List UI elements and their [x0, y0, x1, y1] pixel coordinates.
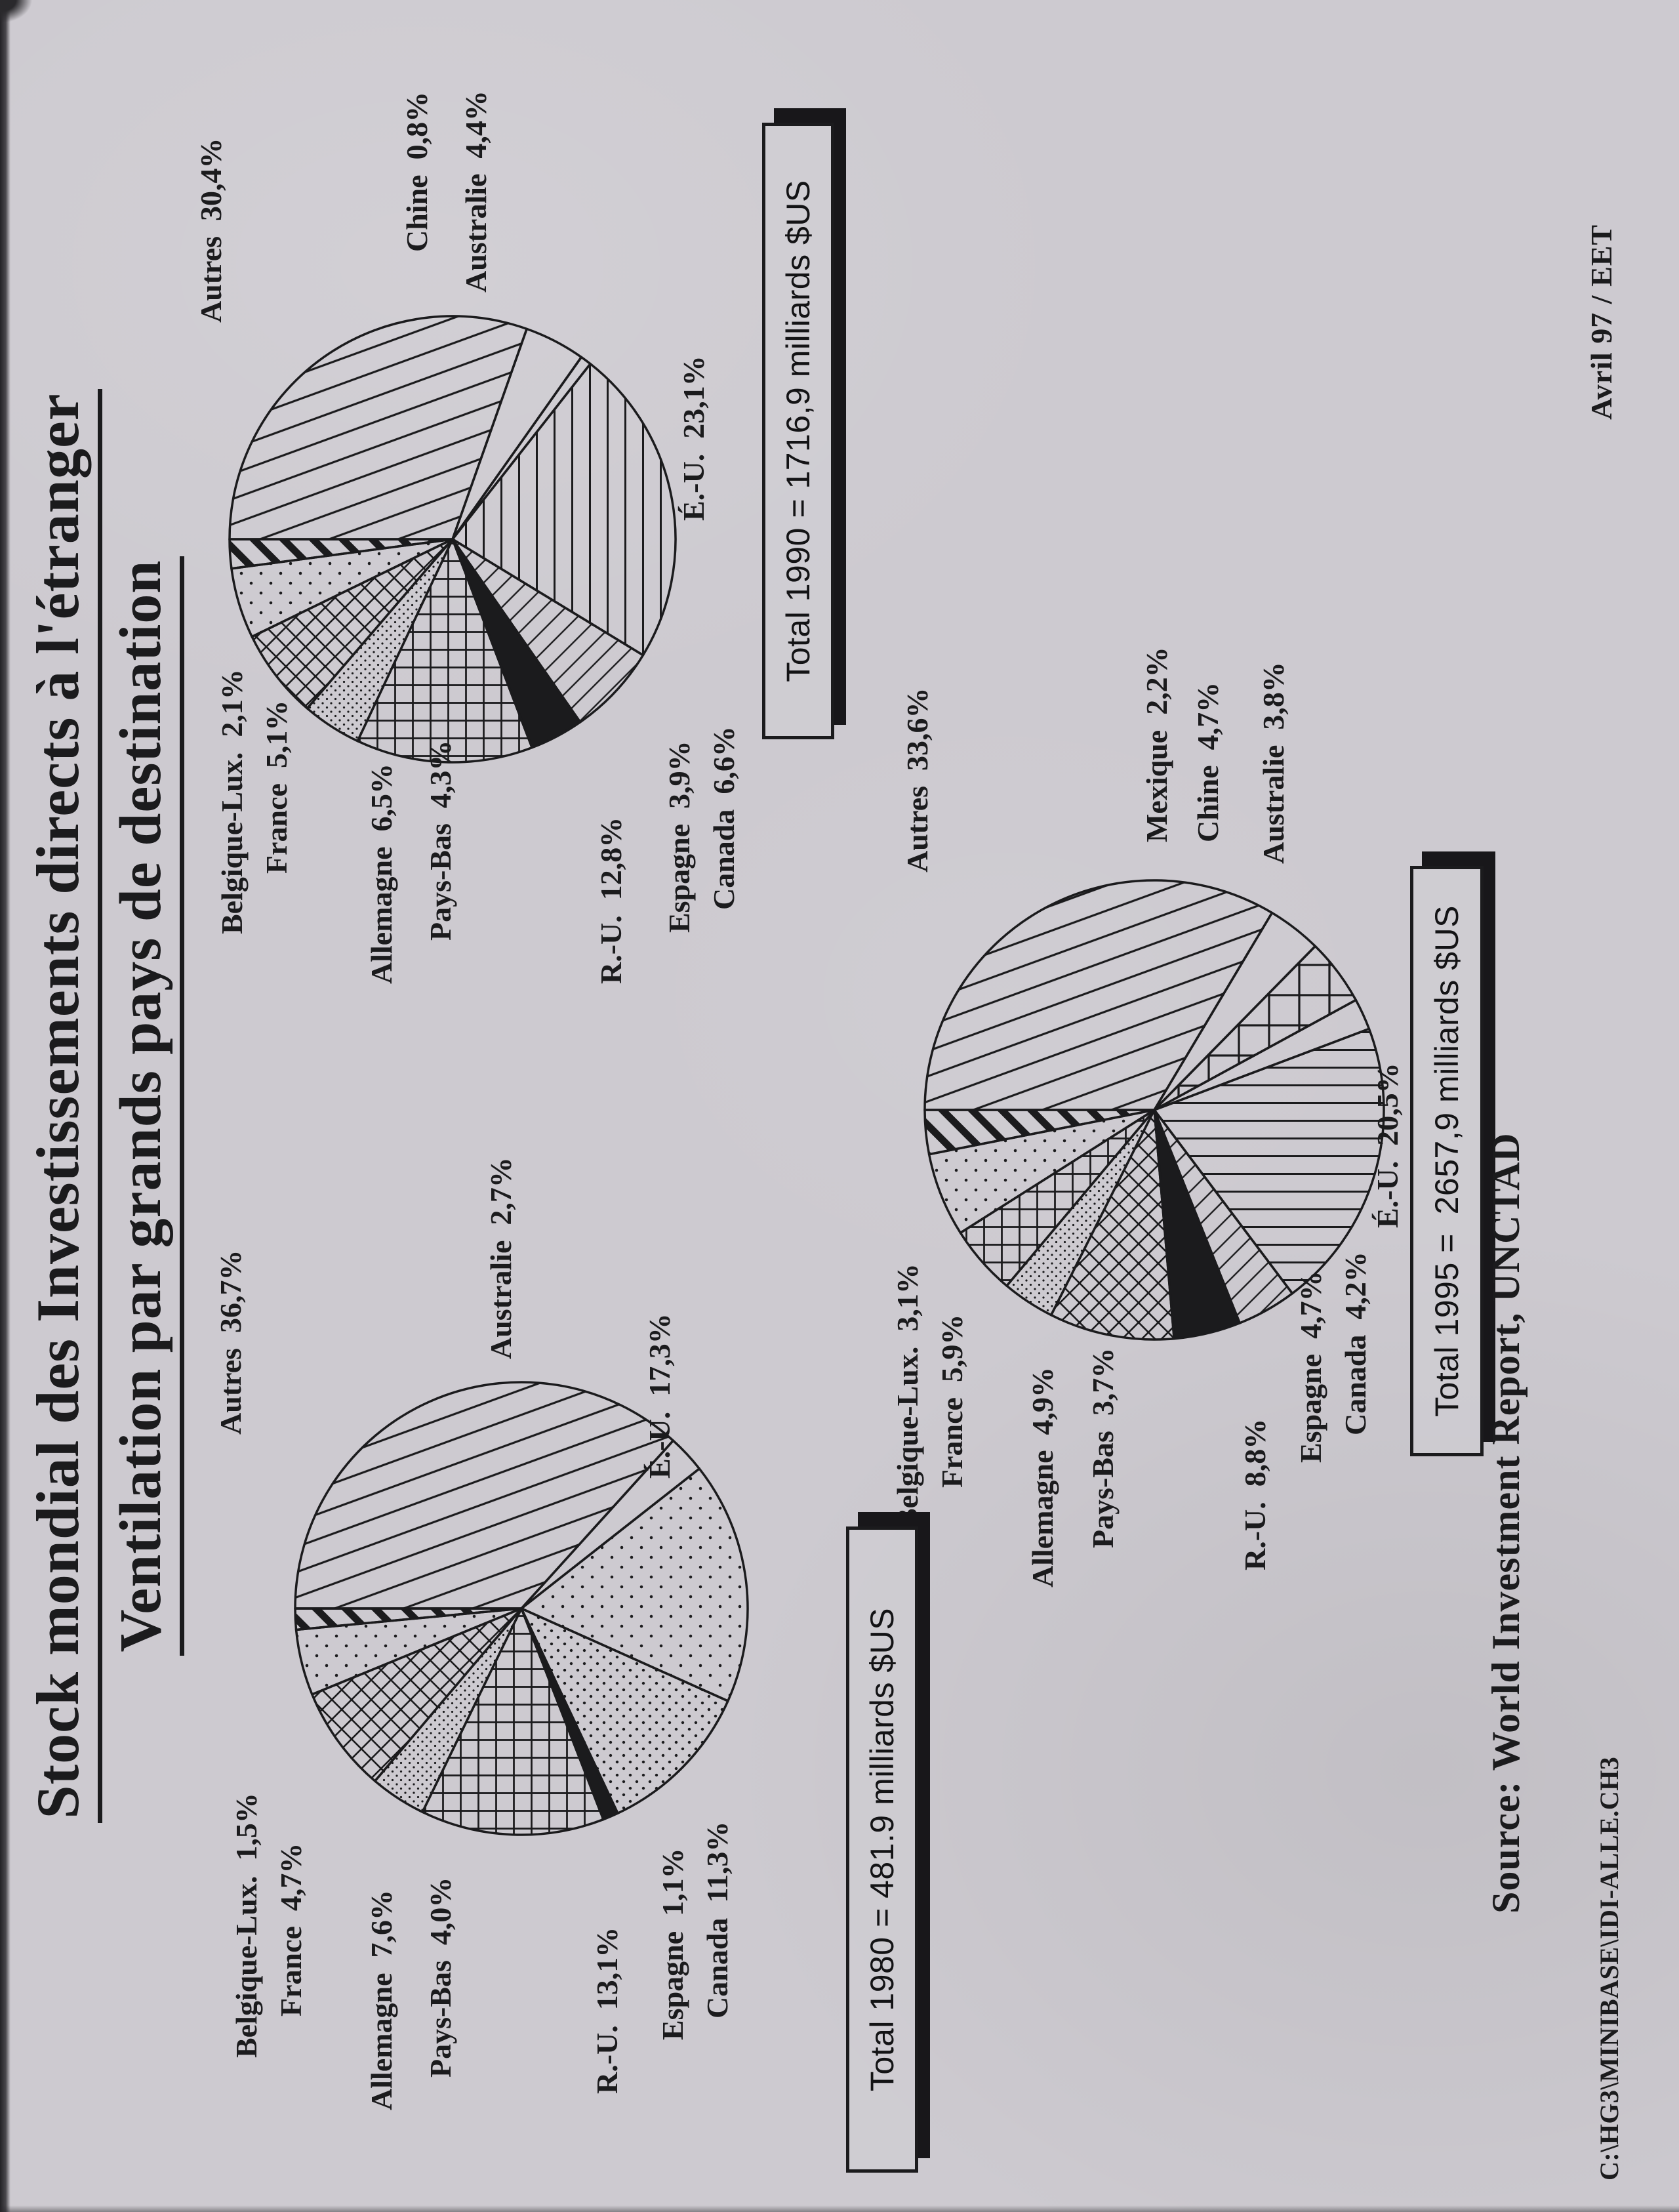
slice-label-1990: R.-U. 12,8% — [594, 817, 628, 984]
source-credit: Source: World Investment Report, UNCTAD — [1484, 1132, 1527, 1914]
pie-slice-1980-autres — [294, 1381, 675, 1610]
slice-label-1995: Allemagne 4,9% — [1026, 1366, 1059, 1587]
slice-label-1990: É.-U. 23,1% — [677, 356, 710, 521]
total-box-1980: Total 1980 = 481.9 milliards $US — [846, 1526, 918, 2173]
pie-slice-1990-r-u- — [356, 538, 533, 764]
slice-label-1980: Espagne 1,1% — [656, 1848, 689, 2040]
slice-label-1990: Chine 0,8% — [400, 91, 434, 252]
page-title: Stock mondial des Investissements direct… — [22, 0, 184, 2212]
slice-label-1990: Allemagne 6,5% — [365, 763, 398, 984]
slice-label-1995: Mexique 2,2% — [1140, 647, 1173, 842]
slice-label-1995: Pays-Bas 3,7% — [1086, 1347, 1120, 1548]
pie-chart-1980 — [294, 1381, 749, 1836]
slice-label-1995: Belgique-Lux. 3,1% — [891, 1263, 924, 1528]
slice-label-1980: France 4,7% — [274, 1843, 308, 2017]
slice-label-1990: France 5,1% — [260, 700, 293, 874]
total-box-1995: Total 1995 = 2657,9 milliards $US — [1410, 866, 1484, 1456]
slice-label-1995: Australie 3,8% — [1257, 662, 1290, 864]
slice-label-1980: Belgique-Lux. 1,5% — [230, 1793, 263, 2058]
slice-label-1995: É.-U. 20,5% — [1371, 1063, 1404, 1228]
pie-slice-1990--u- — [451, 362, 677, 657]
slice-label-1980: Pays-Bas 4,0% — [424, 1877, 457, 2078]
slice-label-1980: Canada 11,3% — [700, 1821, 734, 2018]
pie-chart-1995 — [923, 879, 1385, 1341]
slice-label-1990: Canada 6,6% — [707, 726, 740, 910]
title-line-2: Ventilation par grands pays de destinati… — [106, 556, 184, 1656]
footer-file-path: C:\HG3\MINIBASE\IDI-ALLE.CH3 — [1594, 1756, 1624, 2181]
title-line-1: Stock mondial des Investissements direct… — [22, 389, 102, 1823]
slice-label-1990: Australie 4,4% — [459, 91, 493, 293]
pie-slice-1990-autres — [228, 315, 528, 541]
total-box-1990: Total 1990 = 1716,9 milliards $US — [762, 123, 834, 739]
pie-slice-1980-allemagne — [311, 1607, 523, 1782]
slice-label-1980: Allemagne 7,6% — [365, 1889, 398, 2110]
slice-label-1995: Espagne 4,7% — [1294, 1271, 1327, 1463]
slice-label-1995: France 5,9% — [935, 1314, 969, 1488]
pie-slice-1995-r-u- — [1049, 1109, 1175, 1341]
pie-slice-1995--u- — [1153, 1027, 1385, 1295]
slice-label-1995: Autres 33,6% — [900, 687, 934, 872]
pie-slice-1980-canada — [520, 1607, 729, 1814]
slice-label-1980: R.-U. 13,1% — [590, 1927, 624, 2094]
pie-slice-1995-autres — [923, 879, 1274, 1111]
slice-label-1995: R.-U. 8,8% — [1238, 1418, 1272, 1570]
pie-slice-1980-r-u- — [421, 1607, 605, 1836]
slice-label-1995: Chine 4,7% — [1191, 682, 1224, 842]
slice-label-1995: Canada 4,2% — [1339, 1252, 1372, 1435]
pie-slice-1990-canada — [451, 538, 645, 724]
slice-label-1990: Autres 30,4% — [194, 138, 228, 323]
slice-label-1980: Autres 36,7% — [214, 1250, 247, 1435]
slice-label-1980: Australie 2,7% — [484, 1157, 517, 1359]
slice-label-1990: Pays-Bas 4,3% — [424, 740, 457, 941]
pie-slice-1990-allemagne — [251, 538, 454, 710]
pie-slice-1980--u- — [520, 1467, 749, 1702]
slice-label-1990: Espagne 3,9% — [662, 741, 696, 933]
scan-bottom-shadow — [0, 2205, 1679, 2212]
date-stamp: Avril 97 / EET — [1585, 224, 1618, 420]
scan-corner-shadow — [0, 0, 46, 33]
pie-slice-1995-france — [927, 1109, 1156, 1235]
pie-chart-1990 — [228, 315, 677, 764]
scan-edge-shadow — [0, 0, 10, 2212]
slice-label-1990: Belgique-Lux. 2,1% — [215, 669, 249, 934]
slice-label-1980: É.-U. 17,3% — [643, 1313, 676, 1479]
